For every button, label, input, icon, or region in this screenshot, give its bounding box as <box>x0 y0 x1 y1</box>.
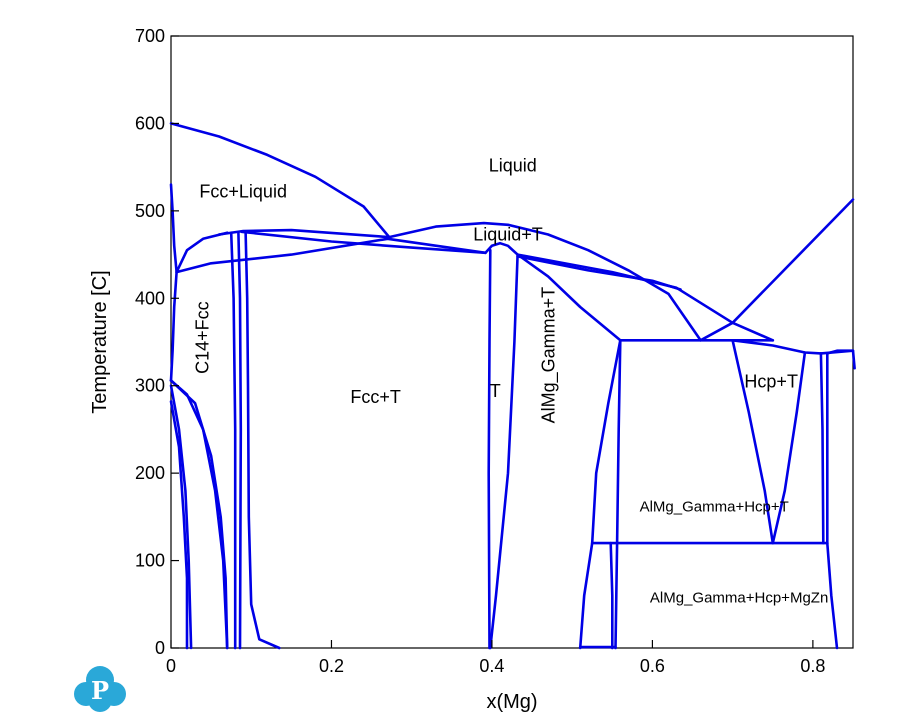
phase-boundary-fcc-liquid-to-c14 <box>175 231 229 274</box>
phase-region-label: AlMg_Gamma+T <box>539 287 560 424</box>
phase-boundary-gamma-right <box>615 338 622 545</box>
y-tick-label: 0 <box>155 638 165 658</box>
phase-region-label: Liquid <box>489 156 537 176</box>
phase-boundary-lines <box>169 122 856 650</box>
phase-boundary-fcc-t-from-fcc <box>175 237 487 274</box>
phase-boundary-fcc-inner-1 <box>169 384 193 650</box>
y-tick-label: 200 <box>135 463 165 483</box>
phase-boundary-c14-fcc-line <box>169 379 229 650</box>
x-tick-label: 0 <box>166 656 176 676</box>
y-tick-label: 100 <box>135 551 165 571</box>
phase-boundary-hcp-t-right <box>771 351 807 545</box>
phase-boundary-hcp-top <box>825 349 856 370</box>
x-tick-label: 0.6 <box>640 656 665 676</box>
phase-boundary-fcc-solvus <box>169 270 178 382</box>
phase-region-label: C14+Fcc <box>193 301 213 374</box>
y-tick-label: 700 <box>135 26 165 46</box>
phase-boundary-liquidus-t-right <box>516 253 775 342</box>
phase-boundary-t-gamma-upper <box>516 253 622 342</box>
phase-boundary-mgzn-mid-1 <box>609 541 614 650</box>
phase-region-label: Fcc+T <box>350 387 401 407</box>
phase-boundary-c14-left <box>229 231 237 650</box>
phase-boundary-hcp-t-left <box>731 338 775 545</box>
phase-boundary-liquidus-t-dome <box>387 221 702 342</box>
phase-region-label: AlMg_Gamma+Hcp+T <box>640 499 789 516</box>
phase-boundary-t-phase-left <box>487 248 492 650</box>
phase-boundary-hcp-left-bound <box>819 352 825 545</box>
phase-boundary-mgzn-mid-2 <box>614 541 619 650</box>
y-axis-title: Temperature [C] <box>89 270 111 413</box>
phase-boundary-t-peak-left <box>484 241 519 256</box>
phase-boundary-t-left <box>244 230 281 650</box>
phase-region-labels: Liquid Fcc+Liquid Liquid+T C14+Fcc Fcc+T T AlM… <box>193 156 829 607</box>
phase-region-label: T <box>490 381 501 401</box>
y-tick-label: 500 <box>135 201 165 221</box>
x-tick-label: 0.8 <box>800 656 825 676</box>
logo-icon: P <box>74 666 126 712</box>
phase-boundary-liquidus-fcc <box>169 122 391 239</box>
phase-region-label: AlMg_Gamma+Hcp+MgZn <box>650 590 828 607</box>
x-axis-title: x(Mg) <box>486 691 537 713</box>
y-tick-label: 400 <box>135 288 165 308</box>
phase-region-label: Fcc+Liquid <box>199 182 287 202</box>
phase-boundary-liquidus-c14-to-t <box>217 228 391 239</box>
phase-boundary-solidus-fcc <box>169 183 178 274</box>
y-tick-label: 300 <box>135 376 165 396</box>
phase-boundary-fcc-inner-2 <box>169 400 189 650</box>
phase-boundary-c14-right <box>237 231 243 650</box>
plot-frame <box>170 35 854 649</box>
y-axis-ticks: 0 100 200 300 400 500 600 700 <box>135 26 179 658</box>
phase-boundary-t-dome-inner <box>240 230 487 255</box>
x-tick-label: 0.4 <box>479 656 504 676</box>
phase-boundary-t-solvus-right <box>731 338 823 355</box>
phase-region-label: Hcp+T <box>744 372 798 392</box>
phase-region-label: Liquid+T <box>473 225 543 245</box>
logo-letter: P <box>91 676 109 705</box>
y-tick-label: 600 <box>135 113 165 133</box>
x-axis-ticks: 0 0.2 0.4 0.6 0.8 <box>166 640 825 676</box>
x-tick-label: 0.2 <box>319 656 344 676</box>
phase-boundary-mgzn-left <box>578 541 594 650</box>
phase-boundary-gamma-left <box>590 338 622 545</box>
phase-boundary-t-phase-right <box>488 253 519 650</box>
phase-boundary-mgzn-right <box>825 541 839 650</box>
phase-boundary-liquidus-hcp <box>699 198 855 342</box>
